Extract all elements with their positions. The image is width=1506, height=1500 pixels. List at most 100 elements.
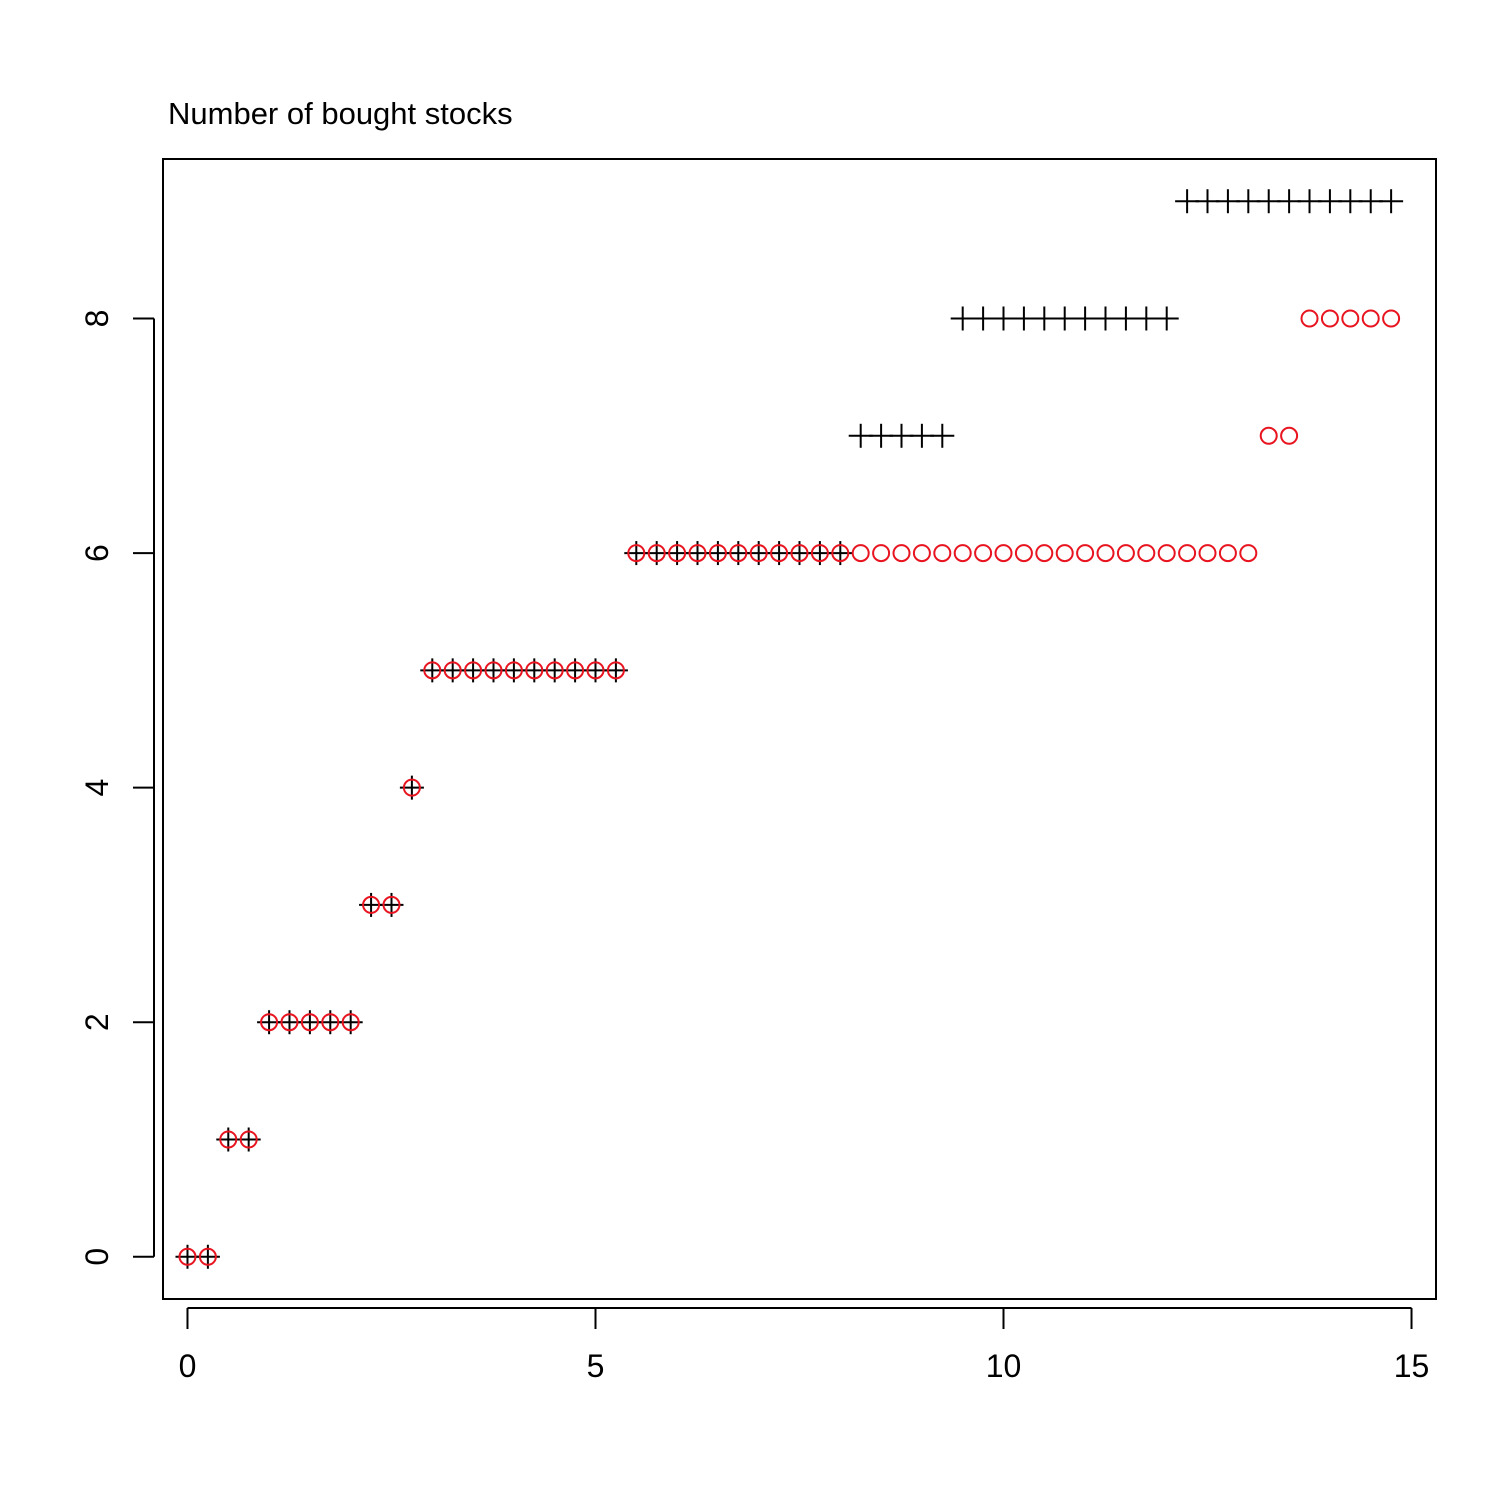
x-tick-label: 0 (179, 1348, 197, 1384)
plus-point (950, 306, 975, 331)
circle-point (688, 544, 707, 563)
circle-point (851, 544, 870, 563)
plus-point (848, 423, 873, 448)
x-tick-label: 10 (986, 1348, 1022, 1384)
circle-point (933, 544, 952, 563)
y-tick-label: 8 (79, 310, 115, 328)
circle-point (627, 544, 646, 563)
circle-point (321, 1013, 340, 1032)
plus-point (889, 423, 914, 448)
circle-point (1096, 544, 1115, 563)
plus-point (1134, 306, 1159, 331)
circle-point (831, 544, 850, 563)
plus-point (1073, 306, 1098, 331)
x-tick-label: 5 (587, 1348, 605, 1384)
plus-point (1379, 189, 1404, 214)
circle-point (1280, 426, 1299, 445)
circle-point (484, 661, 503, 680)
plus-point (1093, 306, 1118, 331)
plus-point (1338, 189, 1363, 214)
circle-point (810, 544, 829, 563)
circle-point (892, 544, 911, 563)
circle-point (504, 661, 523, 680)
y-tick-label: 6 (79, 544, 115, 562)
chart-title: Number of bought stocks (168, 96, 513, 131)
circle-point (1116, 544, 1135, 563)
circle-point (770, 544, 789, 563)
plus-point (1113, 306, 1138, 331)
y-axis: 0 2 4 6 8 (79, 310, 155, 1266)
plus-point (1277, 189, 1302, 214)
y-tick-label: 4 (79, 779, 115, 797)
circle-point (912, 544, 931, 563)
circle-point (1137, 544, 1156, 563)
plus-point (1032, 306, 1057, 331)
plus-point (1154, 306, 1179, 331)
plus-point (1236, 189, 1261, 214)
circle-point (198, 1247, 217, 1266)
circle-point (1361, 309, 1380, 328)
circle-point (1341, 309, 1360, 328)
y-tick-label: 2 (79, 1013, 115, 1031)
plus-point (930, 423, 955, 448)
circle-point (219, 1130, 238, 1149)
circle-point (1076, 544, 1095, 563)
plus-point (1256, 189, 1281, 214)
circle-point (606, 661, 625, 680)
circle-point (974, 544, 993, 563)
circle-point (464, 661, 483, 680)
plus-point (1175, 189, 1200, 214)
circle-point (872, 544, 891, 563)
circle-point (1157, 544, 1176, 563)
circle-point (1218, 544, 1237, 563)
plus-point (1297, 189, 1322, 214)
plus-point (1052, 306, 1077, 331)
circle-point (566, 661, 585, 680)
circle-point (1198, 544, 1217, 563)
circle-point (280, 1013, 299, 1032)
circle-point (423, 661, 442, 680)
circle-point (382, 895, 401, 914)
circle-point (668, 544, 687, 563)
y-tick-label: 0 (79, 1248, 115, 1266)
circle-point (300, 1013, 319, 1032)
circle-point (729, 544, 748, 563)
x-axis: 0 5 10 15 (179, 1307, 1430, 1384)
plus-point (1215, 189, 1240, 214)
circle-point (994, 544, 1013, 563)
circle-point (1382, 309, 1401, 328)
plus-point (1195, 189, 1220, 214)
circle-point (178, 1247, 197, 1266)
circle-point (586, 661, 605, 680)
circle-point (443, 661, 462, 680)
circle-point (1320, 309, 1339, 328)
plus-point (1358, 189, 1383, 214)
plot-frame (162, 158, 1437, 1300)
circle-point (260, 1013, 279, 1032)
plus-series (175, 189, 1404, 1269)
circle-point (239, 1130, 258, 1149)
circle-point (1178, 544, 1197, 563)
circle-point (341, 1013, 360, 1032)
plus-point (1011, 306, 1036, 331)
circle-point (790, 544, 809, 563)
plus-point (1317, 189, 1342, 214)
circle-point (1014, 544, 1033, 563)
circle-point (1239, 544, 1258, 563)
circle-point (1259, 426, 1278, 445)
x-tick-label: 15 (1394, 1348, 1430, 1384)
circle-point (402, 778, 421, 797)
circle-point (1055, 544, 1074, 563)
circle-point (953, 544, 972, 563)
circle-point (525, 661, 544, 680)
plus-point (971, 306, 996, 331)
plus-point (991, 306, 1016, 331)
circle-point (1300, 309, 1319, 328)
plus-point (909, 423, 934, 448)
circle-point (362, 895, 381, 914)
circle-point (708, 544, 727, 563)
circle-point (1035, 544, 1054, 563)
circle-point (545, 661, 564, 680)
circle-series (178, 309, 1401, 1266)
